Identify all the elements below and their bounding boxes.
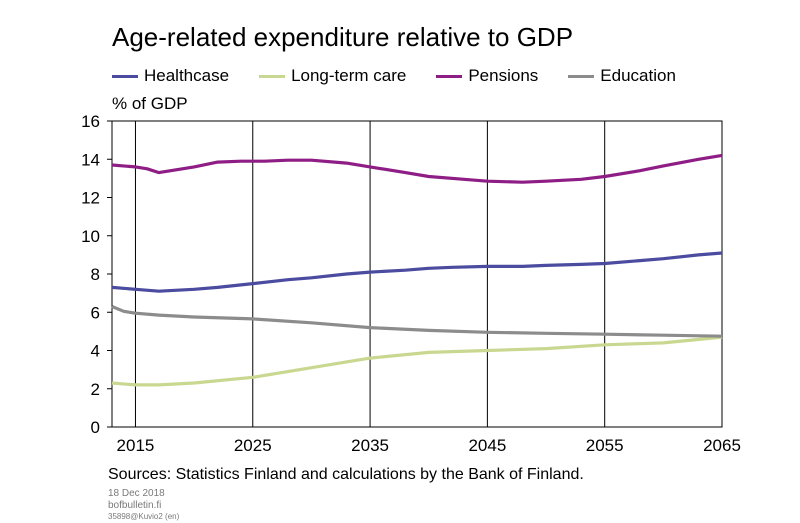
x-tick-label: 2065 (703, 436, 741, 455)
x-tick-label: 2015 (117, 436, 155, 455)
x-tick-label: 2055 (586, 436, 624, 455)
legend-swatch (112, 74, 138, 78)
y-tick-label: 4 (91, 342, 100, 361)
y-tick-label: 6 (91, 303, 100, 322)
series-line (111, 335, 723, 387)
legend: Healthcase Long-term care Pensions Educatio… (112, 66, 676, 86)
y-tick-label: 14 (81, 150, 100, 169)
sources-note: Sources: Statistics Finland and calculat… (108, 466, 584, 483)
legend-item: Long-term care (259, 66, 406, 86)
y-tick-label: 12 (81, 189, 100, 208)
series-line (111, 251, 723, 293)
legend-item: Pensions (436, 66, 538, 86)
legend-item: Healthcase (112, 66, 229, 86)
legend-swatch (568, 74, 595, 78)
y-tick-label: 2 (91, 380, 100, 399)
y-axis-label: % of GDP (112, 94, 188, 113)
x-tick-label: 2025 (234, 436, 272, 455)
legend-swatch (259, 74, 286, 78)
chart-code: 35898@Kuvio2 (en) (108, 512, 180, 521)
legend-swatch (436, 74, 463, 78)
site-name: bofbulletin.fi (108, 500, 162, 511)
y-tick-label: 16 (81, 112, 100, 131)
y-tick-label: 10 (81, 227, 100, 246)
legend-label: Long-term care (291, 66, 407, 85)
legend-label: Healthcase (144, 66, 230, 85)
chart-title: Age-related expenditure relative to GDP (112, 22, 574, 52)
series-line (111, 153, 723, 184)
legend-item: Education (568, 66, 676, 86)
series-line (111, 305, 723, 338)
legend-label: Pensions (468, 66, 539, 85)
x-tick-label: 2045 (468, 436, 506, 455)
legend-label: Education (600, 66, 676, 85)
publish-date: 18 Dec 2018 (108, 488, 165, 499)
y-tick-label: 8 (91, 265, 100, 284)
y-tick-label: 0 (91, 418, 100, 437)
x-tick-label: 2035 (351, 436, 389, 455)
